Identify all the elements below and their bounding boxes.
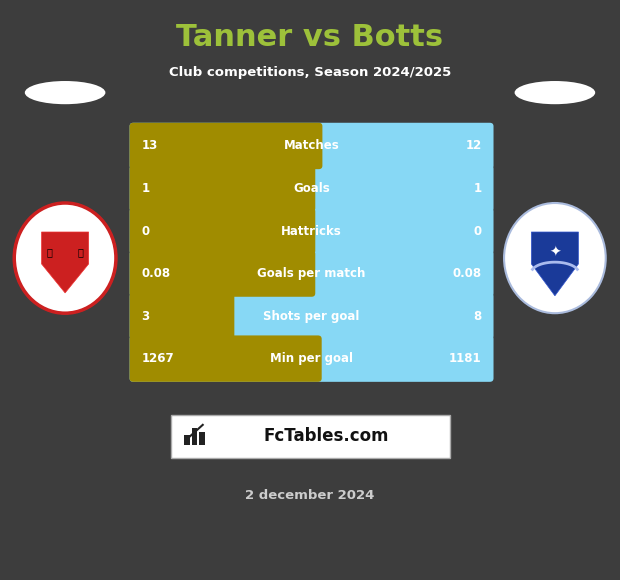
FancyBboxPatch shape	[130, 335, 322, 382]
Bar	[221, 296, 231, 336]
Text: 8: 8	[474, 310, 482, 322]
Text: 1181: 1181	[449, 352, 482, 365]
Text: 12: 12	[466, 139, 482, 153]
FancyBboxPatch shape	[130, 123, 322, 169]
Bar	[192, 428, 197, 445]
FancyBboxPatch shape	[130, 208, 494, 254]
Bar	[302, 211, 311, 251]
Text: Club competitions, Season 2024/2025: Club competitions, Season 2024/2025	[169, 66, 451, 79]
Text: Tanner vs Botts: Tanner vs Botts	[177, 23, 443, 52]
Bar	[199, 433, 205, 445]
Text: Min per goal: Min per goal	[270, 352, 353, 365]
Text: Goals: Goals	[293, 182, 330, 195]
Text: 0.08: 0.08	[453, 267, 482, 280]
FancyBboxPatch shape	[130, 165, 315, 212]
Text: 0.08: 0.08	[141, 267, 171, 280]
Bar	[302, 169, 311, 208]
Text: 3: 3	[141, 310, 149, 322]
Text: ✦: ✦	[549, 245, 560, 259]
Text: 1267: 1267	[141, 352, 174, 365]
Text: 2 december 2024: 2 december 2024	[246, 490, 374, 502]
Ellipse shape	[515, 81, 595, 104]
Bar	[309, 339, 318, 378]
Ellipse shape	[14, 203, 116, 313]
FancyBboxPatch shape	[130, 293, 234, 339]
Text: 1: 1	[474, 182, 482, 195]
Text: 1: 1	[141, 182, 149, 195]
Ellipse shape	[504, 203, 606, 313]
FancyBboxPatch shape	[130, 123, 494, 169]
FancyBboxPatch shape	[130, 335, 494, 382]
Text: 13: 13	[141, 139, 157, 153]
Text: 🦁: 🦁	[78, 247, 84, 258]
Text: 🦁: 🦁	[46, 247, 53, 258]
Text: 0: 0	[141, 224, 149, 238]
Text: Hattricks: Hattricks	[281, 224, 342, 238]
Text: Shots per goal: Shots per goal	[264, 310, 360, 322]
Polygon shape	[531, 232, 578, 296]
FancyBboxPatch shape	[130, 251, 494, 297]
FancyBboxPatch shape	[170, 415, 450, 458]
FancyBboxPatch shape	[130, 165, 494, 212]
FancyBboxPatch shape	[130, 208, 315, 254]
Polygon shape	[42, 232, 89, 293]
FancyBboxPatch shape	[130, 293, 494, 339]
Text: Matches: Matches	[284, 139, 339, 153]
Text: FcTables.com: FcTables.com	[264, 427, 389, 445]
Bar	[302, 254, 311, 293]
Bar	[309, 126, 319, 166]
Bar	[184, 435, 190, 445]
Text: 0: 0	[474, 224, 482, 238]
Text: Goals per match: Goals per match	[257, 267, 366, 280]
FancyBboxPatch shape	[130, 251, 315, 297]
Ellipse shape	[25, 81, 105, 104]
